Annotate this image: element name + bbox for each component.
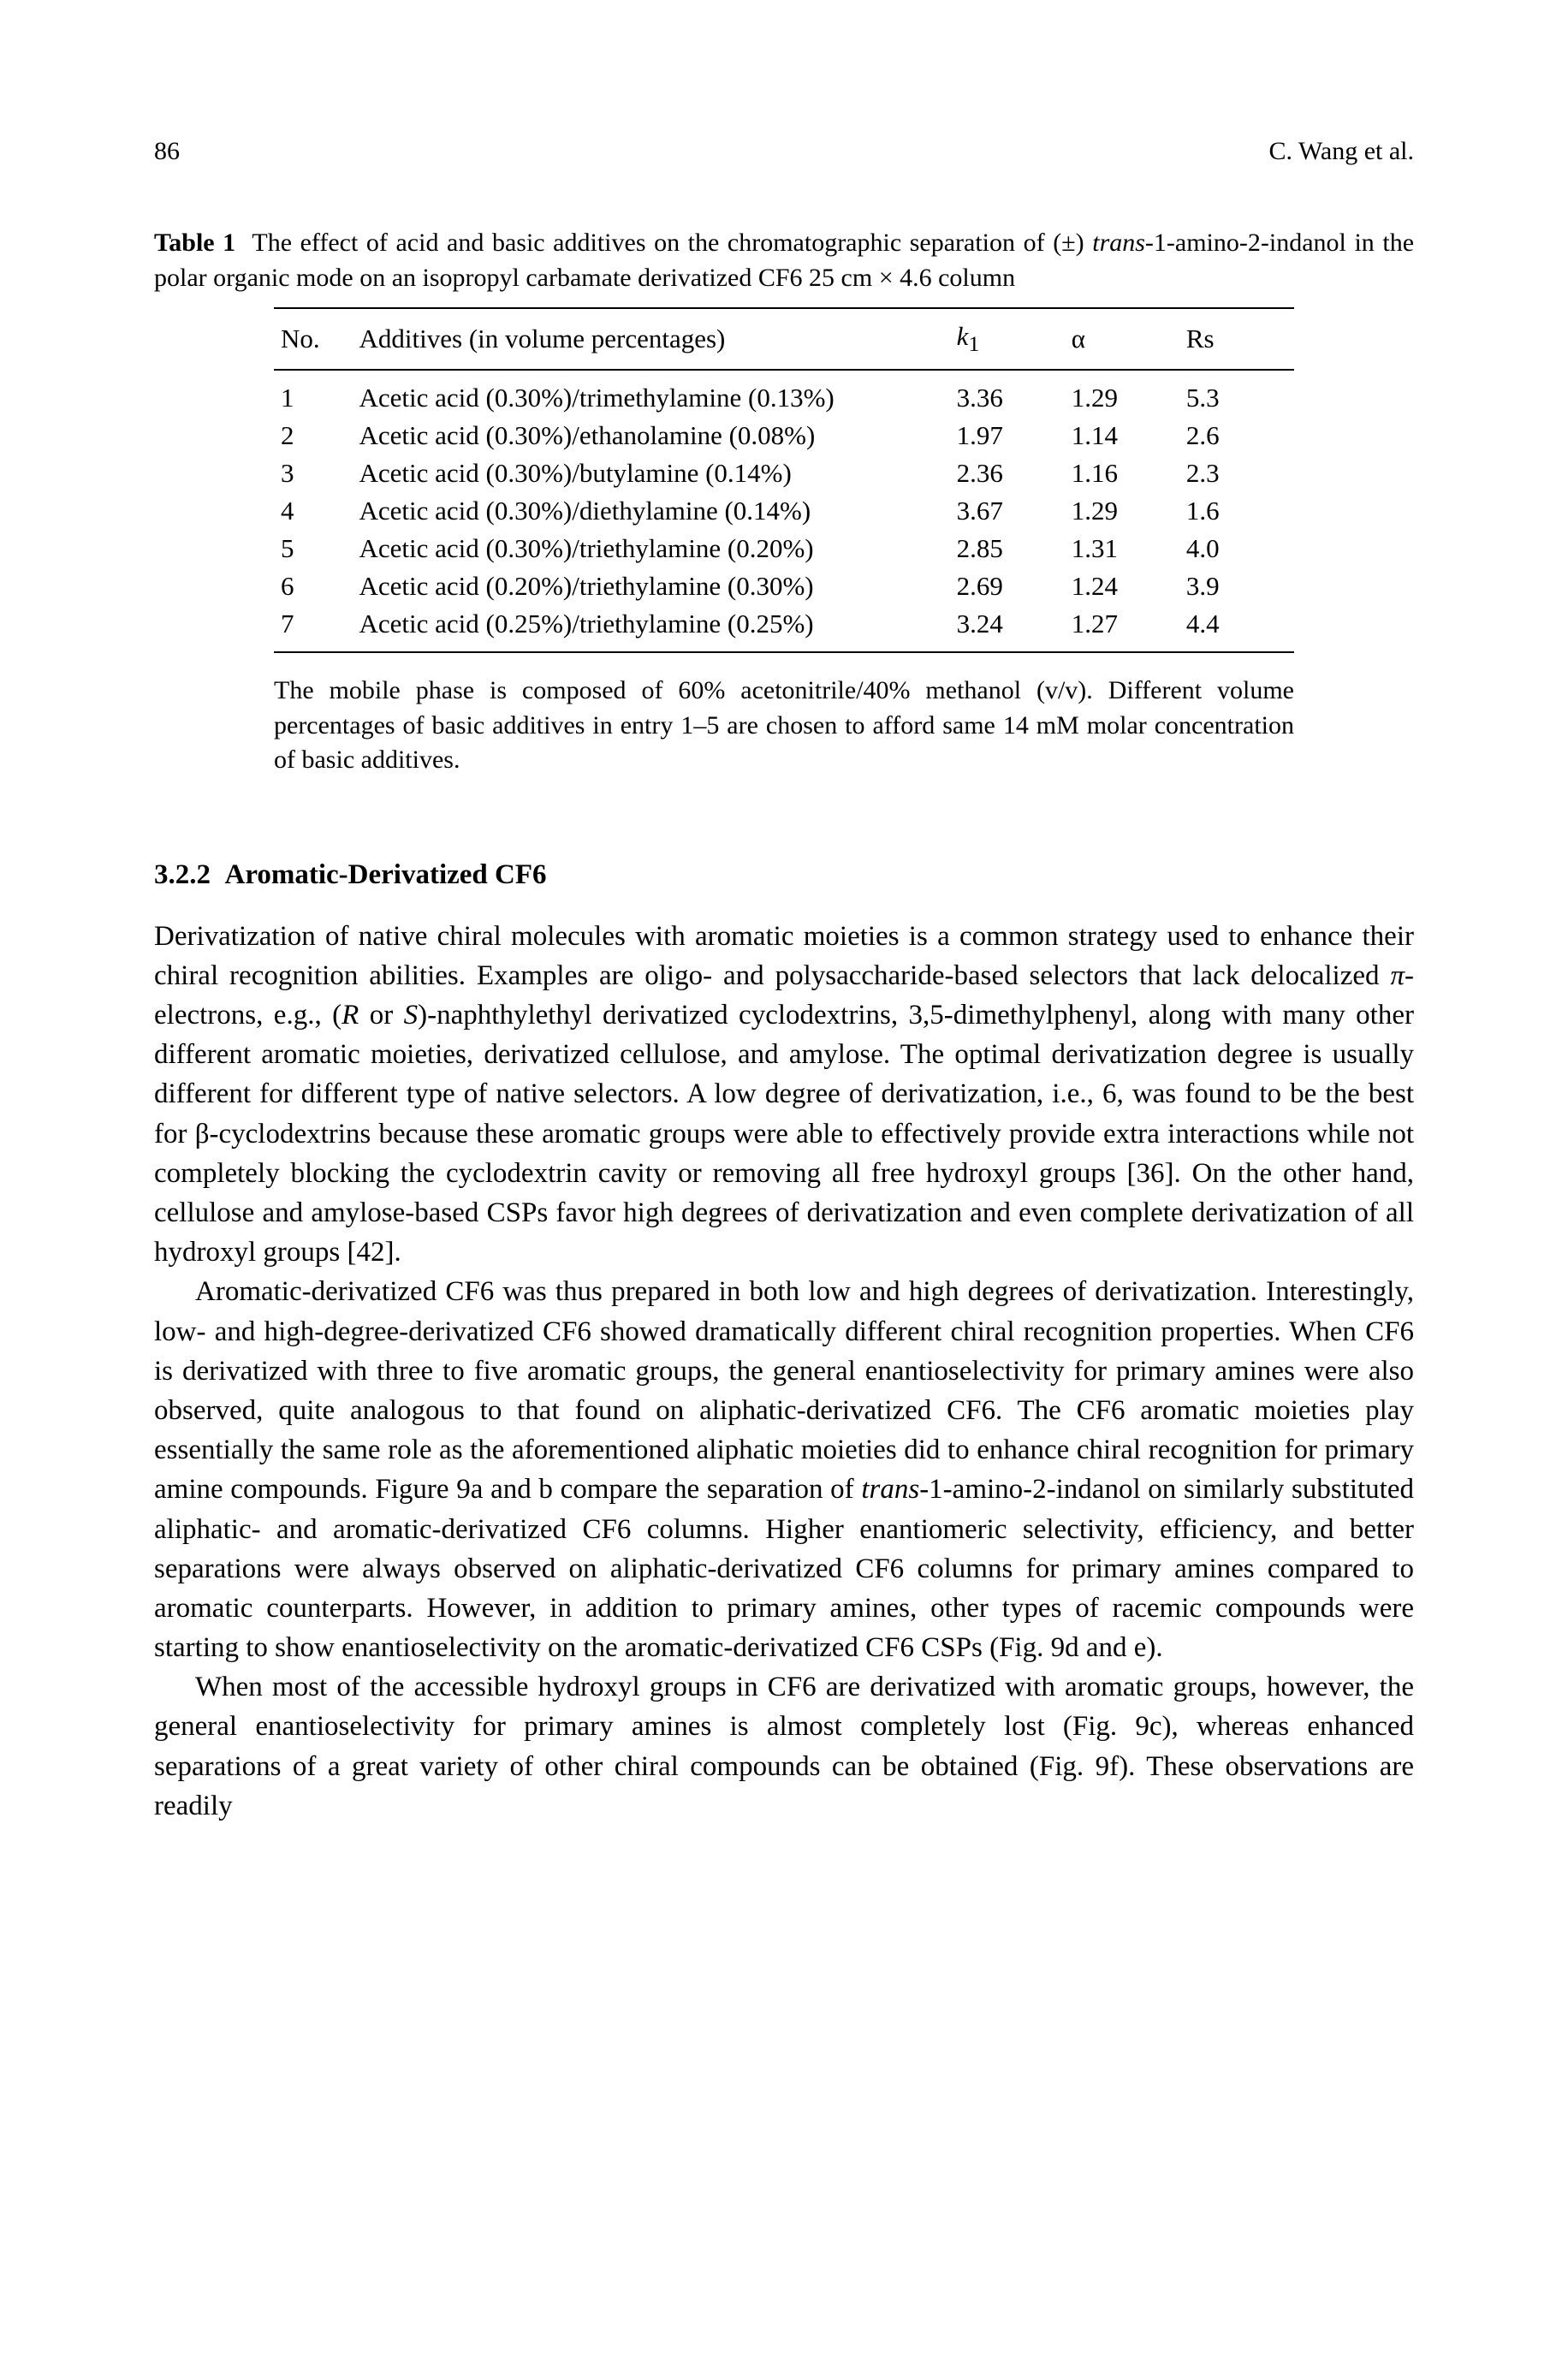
- cell-no: 4: [274, 492, 353, 530]
- table-row: 2 Acetic acid (0.30%)/ethanolamine (0.08…: [274, 417, 1294, 454]
- col-alpha: α: [1065, 308, 1179, 370]
- table-row: 3 Acetic acid (0.30%)/butylamine (0.14%)…: [274, 454, 1294, 492]
- cell-rs: 2.6: [1179, 417, 1294, 454]
- table-row: 4 Acetic acid (0.30%)/diethylamine (0.14…: [274, 492, 1294, 530]
- table-header-row: No. Additives (in volume percentages) k1…: [274, 308, 1294, 370]
- cell-rs: 2.3: [1179, 454, 1294, 492]
- col-no: No.: [274, 308, 353, 370]
- table-row: 7 Acetic acid (0.25%)/triethylamine (0.2…: [274, 605, 1294, 652]
- table-caption: Table 1 The effect of acid and basic add…: [154, 226, 1414, 295]
- cell-k1: 1.97: [950, 417, 1065, 454]
- table-row: 1 Acetic acid (0.30%)/trimethylamine (0.…: [274, 370, 1294, 417]
- running-head: C. Wang et al.: [1269, 137, 1415, 166]
- cell-a: 1.14: [1065, 417, 1179, 454]
- table-row: 6 Acetic acid (0.20%)/triethylamine (0.3…: [274, 567, 1294, 605]
- cell-k1: 3.36: [950, 370, 1065, 417]
- section-title: Aromatic-Derivatized CF6: [225, 859, 547, 890]
- cell-a: 1.29: [1065, 492, 1179, 530]
- cell-no: 6: [274, 567, 353, 605]
- section-heading: 3.2.2 Aromatic-Derivatized CF6: [154, 859, 1414, 891]
- cell-a: 1.29: [1065, 370, 1179, 417]
- cell-add: Acetic acid (0.30%)/butylamine (0.14%): [353, 454, 950, 492]
- page-number: 86: [154, 137, 180, 166]
- cell-k1: 2.85: [950, 530, 1065, 567]
- cell-add: Acetic acid (0.30%)/diethylamine (0.14%): [353, 492, 950, 530]
- section-number: 3.2.2: [154, 859, 211, 890]
- cell-add: Acetic acid (0.20%)/triethylamine (0.30%…: [353, 567, 950, 605]
- cell-k1: 2.69: [950, 567, 1065, 605]
- cell-no: 7: [274, 605, 353, 652]
- cell-k1: 3.67: [950, 492, 1065, 530]
- cell-k1: 2.36: [950, 454, 1065, 492]
- cell-rs: 4.4: [1179, 605, 1294, 652]
- cell-rs: 3.9: [1179, 567, 1294, 605]
- col-additives: Additives (in volume percentages): [353, 308, 950, 370]
- table-row: 5 Acetic acid (0.30%)/triethylamine (0.2…: [274, 530, 1294, 567]
- page: 86 C. Wang et al. Table 1 The effect of …: [0, 0, 1568, 2376]
- cell-rs: 5.3: [1179, 370, 1294, 417]
- cell-add: Acetic acid (0.25%)/triethylamine (0.25%…: [353, 605, 950, 652]
- cell-no: 5: [274, 530, 353, 567]
- cell-no: 2: [274, 417, 353, 454]
- cell-a: 1.16: [1065, 454, 1179, 492]
- col-rs: Rs: [1179, 308, 1294, 370]
- cell-no: 1: [274, 370, 353, 417]
- cell-add: Acetic acid (0.30%)/trimethylamine (0.13…: [353, 370, 950, 417]
- table-caption-text: The effect of acid and basic additives o…: [154, 229, 1414, 292]
- page-header: 86 C. Wang et al.: [154, 137, 1414, 166]
- body-paragraph: When most of the accessible hydroxyl gro…: [154, 1667, 1414, 1826]
- cell-a: 1.27: [1065, 605, 1179, 652]
- cell-rs: 1.6: [1179, 492, 1294, 530]
- cell-add: Acetic acid (0.30%)/ethanolamine (0.08%): [353, 417, 950, 454]
- table-wrap: No. Additives (in volume percentages) k1…: [274, 307, 1294, 653]
- table-body: 1 Acetic acid (0.30%)/trimethylamine (0.…: [274, 370, 1294, 652]
- table-note: The mobile phase is composed of 60% acet…: [274, 674, 1294, 778]
- cell-rs: 4.0: [1179, 530, 1294, 567]
- body-paragraph: Derivatization of native chiral molecule…: [154, 917, 1414, 1273]
- col-k1: k1: [950, 308, 1065, 370]
- cell-k1: 3.24: [950, 605, 1065, 652]
- cell-add: Acetic acid (0.30%)/triethylamine (0.20%…: [353, 530, 950, 567]
- body-paragraph: Aromatic-derivatized CF6 was thus prepar…: [154, 1272, 1414, 1667]
- cell-no: 3: [274, 454, 353, 492]
- table-label: Table 1: [154, 229, 235, 257]
- additives-table: No. Additives (in volume percentages) k1…: [274, 307, 1294, 653]
- cell-a: 1.31: [1065, 530, 1179, 567]
- cell-a: 1.24: [1065, 567, 1179, 605]
